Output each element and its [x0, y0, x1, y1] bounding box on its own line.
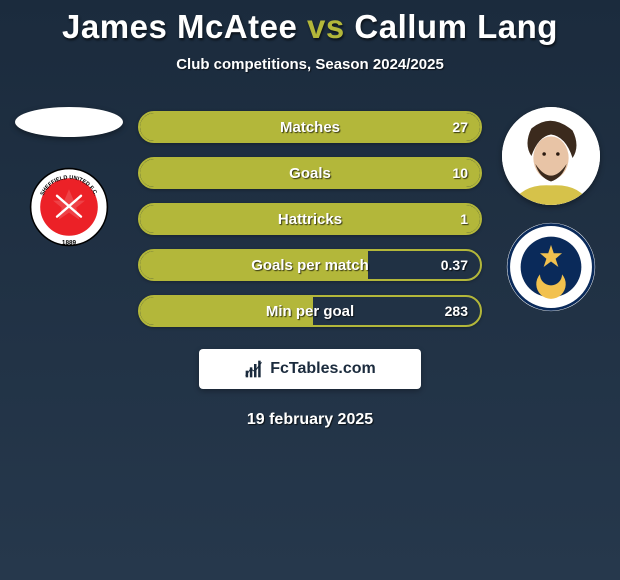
stat-value: 27 [452, 119, 468, 135]
season-subtitle: Club competitions, Season 2024/2025 [0, 56, 620, 73]
stat-value: 0.37 [441, 257, 468, 273]
title-vs: vs [307, 8, 345, 45]
stat-bar: Hattricks 1 [138, 203, 482, 235]
svg-text:1889: 1889 [62, 240, 77, 247]
stat-label: Matches [280, 119, 340, 136]
stat-label: Hattricks [278, 211, 342, 228]
stat-value: 283 [445, 303, 468, 319]
content-row: SHEFFIELD UNITED F.C. 1889 Matches 27 Goal… [0, 107, 620, 327]
player1-name: James McAtee [62, 8, 297, 45]
sheffield-united-crest-icon: SHEFFIELD UNITED F.C. 1889 [29, 167, 109, 247]
player-avatar-icon [502, 107, 600, 205]
stat-label: Goals per match [251, 257, 369, 274]
right-player-column [492, 107, 610, 313]
watermark-text: FcTables.com [270, 360, 376, 378]
stat-value: 1 [460, 211, 468, 227]
watermark-badge: FcTables.com [199, 349, 421, 389]
stat-bar: Goals 10 [138, 157, 482, 189]
chart-icon [244, 359, 264, 379]
stat-label: Min per goal [266, 303, 354, 320]
left-player-column: SHEFFIELD UNITED F.C. 1889 [10, 107, 128, 247]
player2-name: Callum Lang [354, 8, 558, 45]
player1-photo-placeholder [15, 107, 123, 137]
stats-bars: Matches 27 Goals 10 Hattricks 1 Goals per matc… [138, 111, 482, 327]
stat-bar: Goals per match 0.37 [138, 249, 482, 281]
stat-value: 10 [452, 165, 468, 181]
player1-club-crest: SHEFFIELD UNITED F.C. 1889 [29, 167, 109, 247]
stat-bar: Matches 27 [138, 111, 482, 143]
comparison-card: James McAtee vs Callum Lang Club competi… [0, 0, 620, 580]
stat-bar: Min per goal 283 [138, 295, 482, 327]
page-title: James McAtee vs Callum Lang [0, 8, 620, 46]
portsmouth-crest-icon [505, 221, 597, 313]
player2-club-crest [505, 221, 597, 313]
stat-label: Goals [289, 165, 331, 182]
player2-photo [502, 107, 600, 205]
update-date: 19 february 2025 [0, 411, 620, 429]
